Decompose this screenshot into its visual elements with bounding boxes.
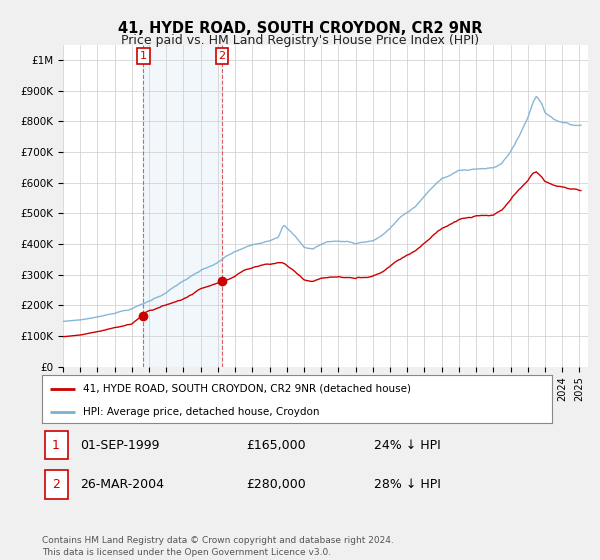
Text: 1: 1 [52, 438, 60, 452]
Text: 28% ↓ HPI: 28% ↓ HPI [373, 478, 440, 491]
Text: £165,000: £165,000 [246, 438, 305, 452]
Text: Price paid vs. HM Land Registry's House Price Index (HPI): Price paid vs. HM Land Registry's House … [121, 34, 479, 46]
Text: 2: 2 [52, 478, 60, 491]
FancyBboxPatch shape [44, 470, 67, 499]
Text: HPI: Average price, detached house, Croydon: HPI: Average price, detached house, Croy… [83, 407, 319, 417]
Text: 1: 1 [140, 51, 147, 61]
Text: 2: 2 [218, 51, 226, 61]
Text: 24% ↓ HPI: 24% ↓ HPI [373, 438, 440, 452]
Text: 01-SEP-1999: 01-SEP-1999 [80, 438, 160, 452]
Text: 41, HYDE ROAD, SOUTH CROYDON, CR2 9NR: 41, HYDE ROAD, SOUTH CROYDON, CR2 9NR [118, 21, 482, 36]
Text: £280,000: £280,000 [246, 478, 306, 491]
Text: 26-MAR-2004: 26-MAR-2004 [80, 478, 164, 491]
FancyBboxPatch shape [44, 431, 67, 459]
Bar [143, 45, 222, 367]
Text: 41, HYDE ROAD, SOUTH CROYDON, CR2 9NR (detached house): 41, HYDE ROAD, SOUTH CROYDON, CR2 9NR (d… [83, 384, 411, 394]
Text: Contains HM Land Registry data © Crown copyright and database right 2024.
This d: Contains HM Land Registry data © Crown c… [42, 536, 394, 557]
